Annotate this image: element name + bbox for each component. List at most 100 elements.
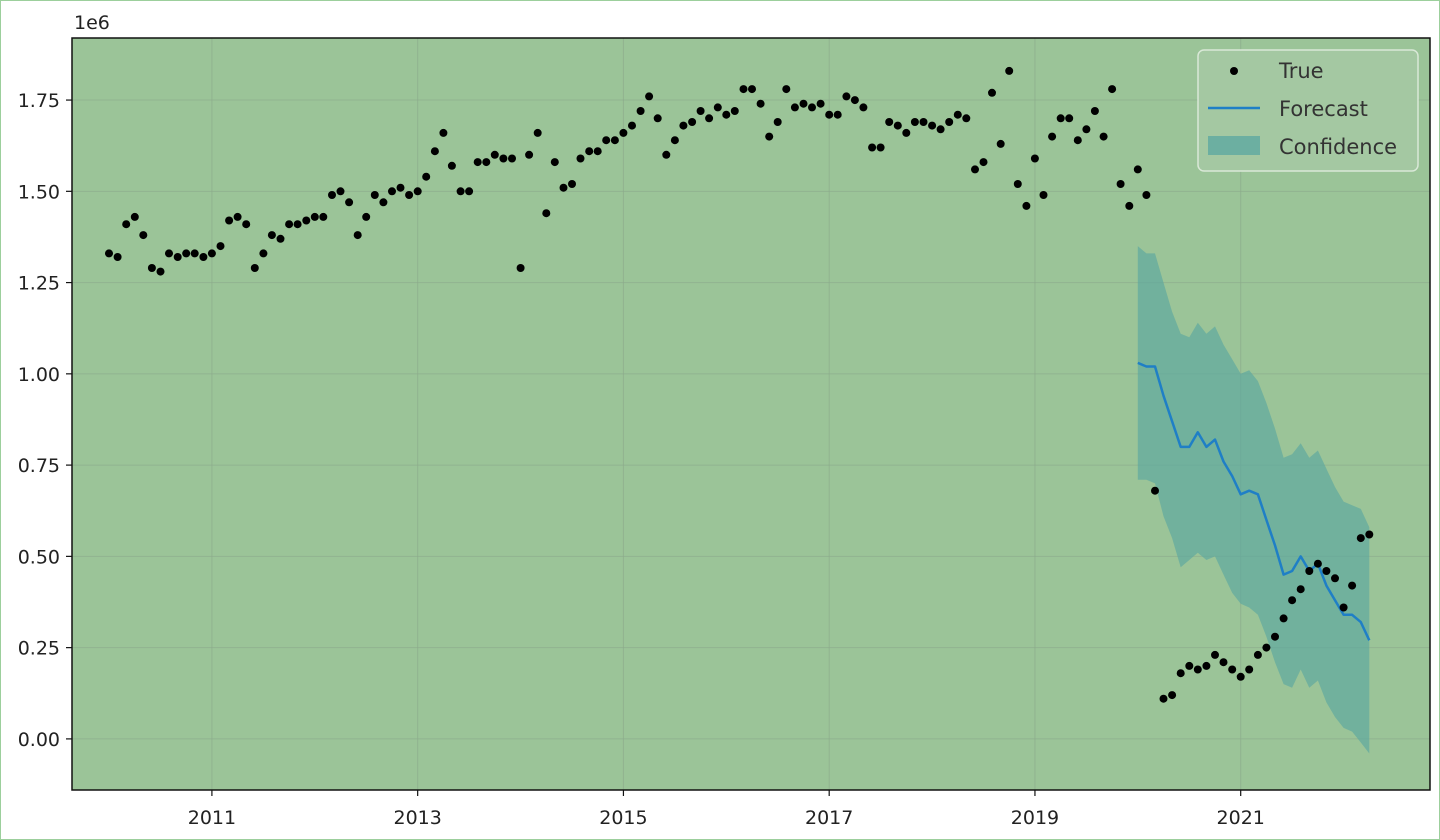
true-data-point xyxy=(439,128,448,137)
true-data-point xyxy=(542,209,551,218)
grid-lines xyxy=(72,38,1430,790)
true-data-point xyxy=(756,99,765,108)
true-data-point xyxy=(267,231,276,240)
true-data-point xyxy=(1236,672,1245,681)
true-data-point xyxy=(388,187,396,196)
true-data-point xyxy=(1331,574,1339,583)
true-data-point xyxy=(242,220,251,229)
true-data-point xyxy=(593,147,602,156)
true-data-point xyxy=(576,154,585,163)
true-data-point xyxy=(842,92,851,101)
true-data-point xyxy=(473,158,482,167)
legend-forecast-label: Forecast xyxy=(1279,97,1368,121)
true-data-point xyxy=(293,220,302,229)
confidence-band-layer xyxy=(1137,246,1370,754)
true-data-point xyxy=(122,220,131,229)
true-data-point xyxy=(430,147,439,156)
true-data-point xyxy=(790,103,799,112)
true-data-point xyxy=(259,249,268,258)
y-tick-label: 0.75 xyxy=(18,455,60,477)
true-data-point xyxy=(147,264,156,272)
true-data-point xyxy=(113,253,122,261)
true-data-point xyxy=(919,118,928,126)
true-data-point xyxy=(1013,180,1022,188)
true-data-point xyxy=(1288,596,1297,605)
true-data-point xyxy=(508,154,516,163)
true-data-point xyxy=(1253,650,1262,659)
true-data-point xyxy=(1073,136,1082,145)
true-data-point xyxy=(516,264,525,272)
true-data-point xyxy=(1279,614,1288,623)
true-data-point xyxy=(250,264,259,272)
true-data-point xyxy=(1151,486,1159,495)
true-data-point xyxy=(1219,658,1228,667)
true-data-point xyxy=(996,139,1005,148)
y-tick-label: 1.50 xyxy=(18,181,60,203)
true-data-point xyxy=(696,107,705,115)
true-data-point xyxy=(422,172,431,181)
true-data-point xyxy=(173,253,182,261)
true-data-point xyxy=(1116,180,1125,188)
true-data-point xyxy=(739,85,748,94)
true-data-point xyxy=(1030,154,1039,163)
true-data-point xyxy=(1245,665,1254,674)
true-data-point xyxy=(302,216,311,225)
true-data-point xyxy=(619,128,628,137)
true-data-point xyxy=(893,121,902,130)
true-data-point xyxy=(447,161,456,170)
true-data-point xyxy=(1228,665,1237,674)
true-data-point xyxy=(1048,132,1057,141)
true-data-point xyxy=(808,103,816,112)
legend-true-marker xyxy=(1230,67,1238,75)
x-tick-label: 2021 xyxy=(1217,807,1265,829)
y-tick-label: 1.25 xyxy=(18,273,60,295)
true-data-point xyxy=(370,191,379,199)
true-data-point xyxy=(568,180,576,188)
true-data-point xyxy=(559,183,568,192)
true-data-point xyxy=(1202,661,1211,670)
true-data-point xyxy=(850,96,859,105)
true-data-point xyxy=(1339,603,1348,612)
true-data-point xyxy=(1262,643,1271,652)
true-data-point xyxy=(1039,191,1048,199)
true-data-point xyxy=(825,110,834,119)
true-data-point xyxy=(550,158,559,167)
true-data-point xyxy=(722,110,731,119)
true-data-point xyxy=(216,242,225,251)
forecast-line xyxy=(1137,361,1371,641)
true-data-point xyxy=(636,107,645,115)
true-data-point xyxy=(765,132,774,141)
true-data-point xyxy=(1099,132,1108,141)
true-data-point xyxy=(902,128,911,137)
true-data-point xyxy=(482,158,491,167)
true-data-point xyxy=(876,143,885,152)
true-data-point xyxy=(936,125,945,134)
true-data-point xyxy=(1296,585,1305,594)
true-data-point xyxy=(465,187,474,196)
true-data-point xyxy=(525,150,534,159)
true-data-point xyxy=(1082,125,1091,134)
true-data-point xyxy=(585,147,594,156)
y-tick-label: 0.25 xyxy=(18,638,60,660)
legend-confidence-swatch xyxy=(1208,136,1260,155)
y-tick-label: 0.50 xyxy=(18,546,60,568)
true-data-point xyxy=(1356,534,1365,543)
true-data-point xyxy=(653,114,662,123)
true-data-point xyxy=(225,216,234,225)
legend-true-label: True xyxy=(1278,59,1324,83)
true-data-point xyxy=(456,187,465,196)
true-data-point xyxy=(1176,669,1185,678)
true-data-point xyxy=(405,191,414,199)
true-data-point xyxy=(1211,650,1219,659)
true-data-point xyxy=(207,249,216,258)
true-data-point xyxy=(490,150,499,159)
x-axis-ticks: 2011 2013 2015 2017 2019 2021 xyxy=(188,790,1265,829)
true-data-point xyxy=(962,114,971,123)
true-data-point xyxy=(285,220,294,229)
true-data-point xyxy=(353,231,362,240)
true-data-point xyxy=(971,165,979,174)
true-data-point xyxy=(276,234,285,243)
true-data-point xyxy=(748,85,756,94)
true-data-point xyxy=(1185,661,1194,670)
true-data-point xyxy=(233,212,242,221)
